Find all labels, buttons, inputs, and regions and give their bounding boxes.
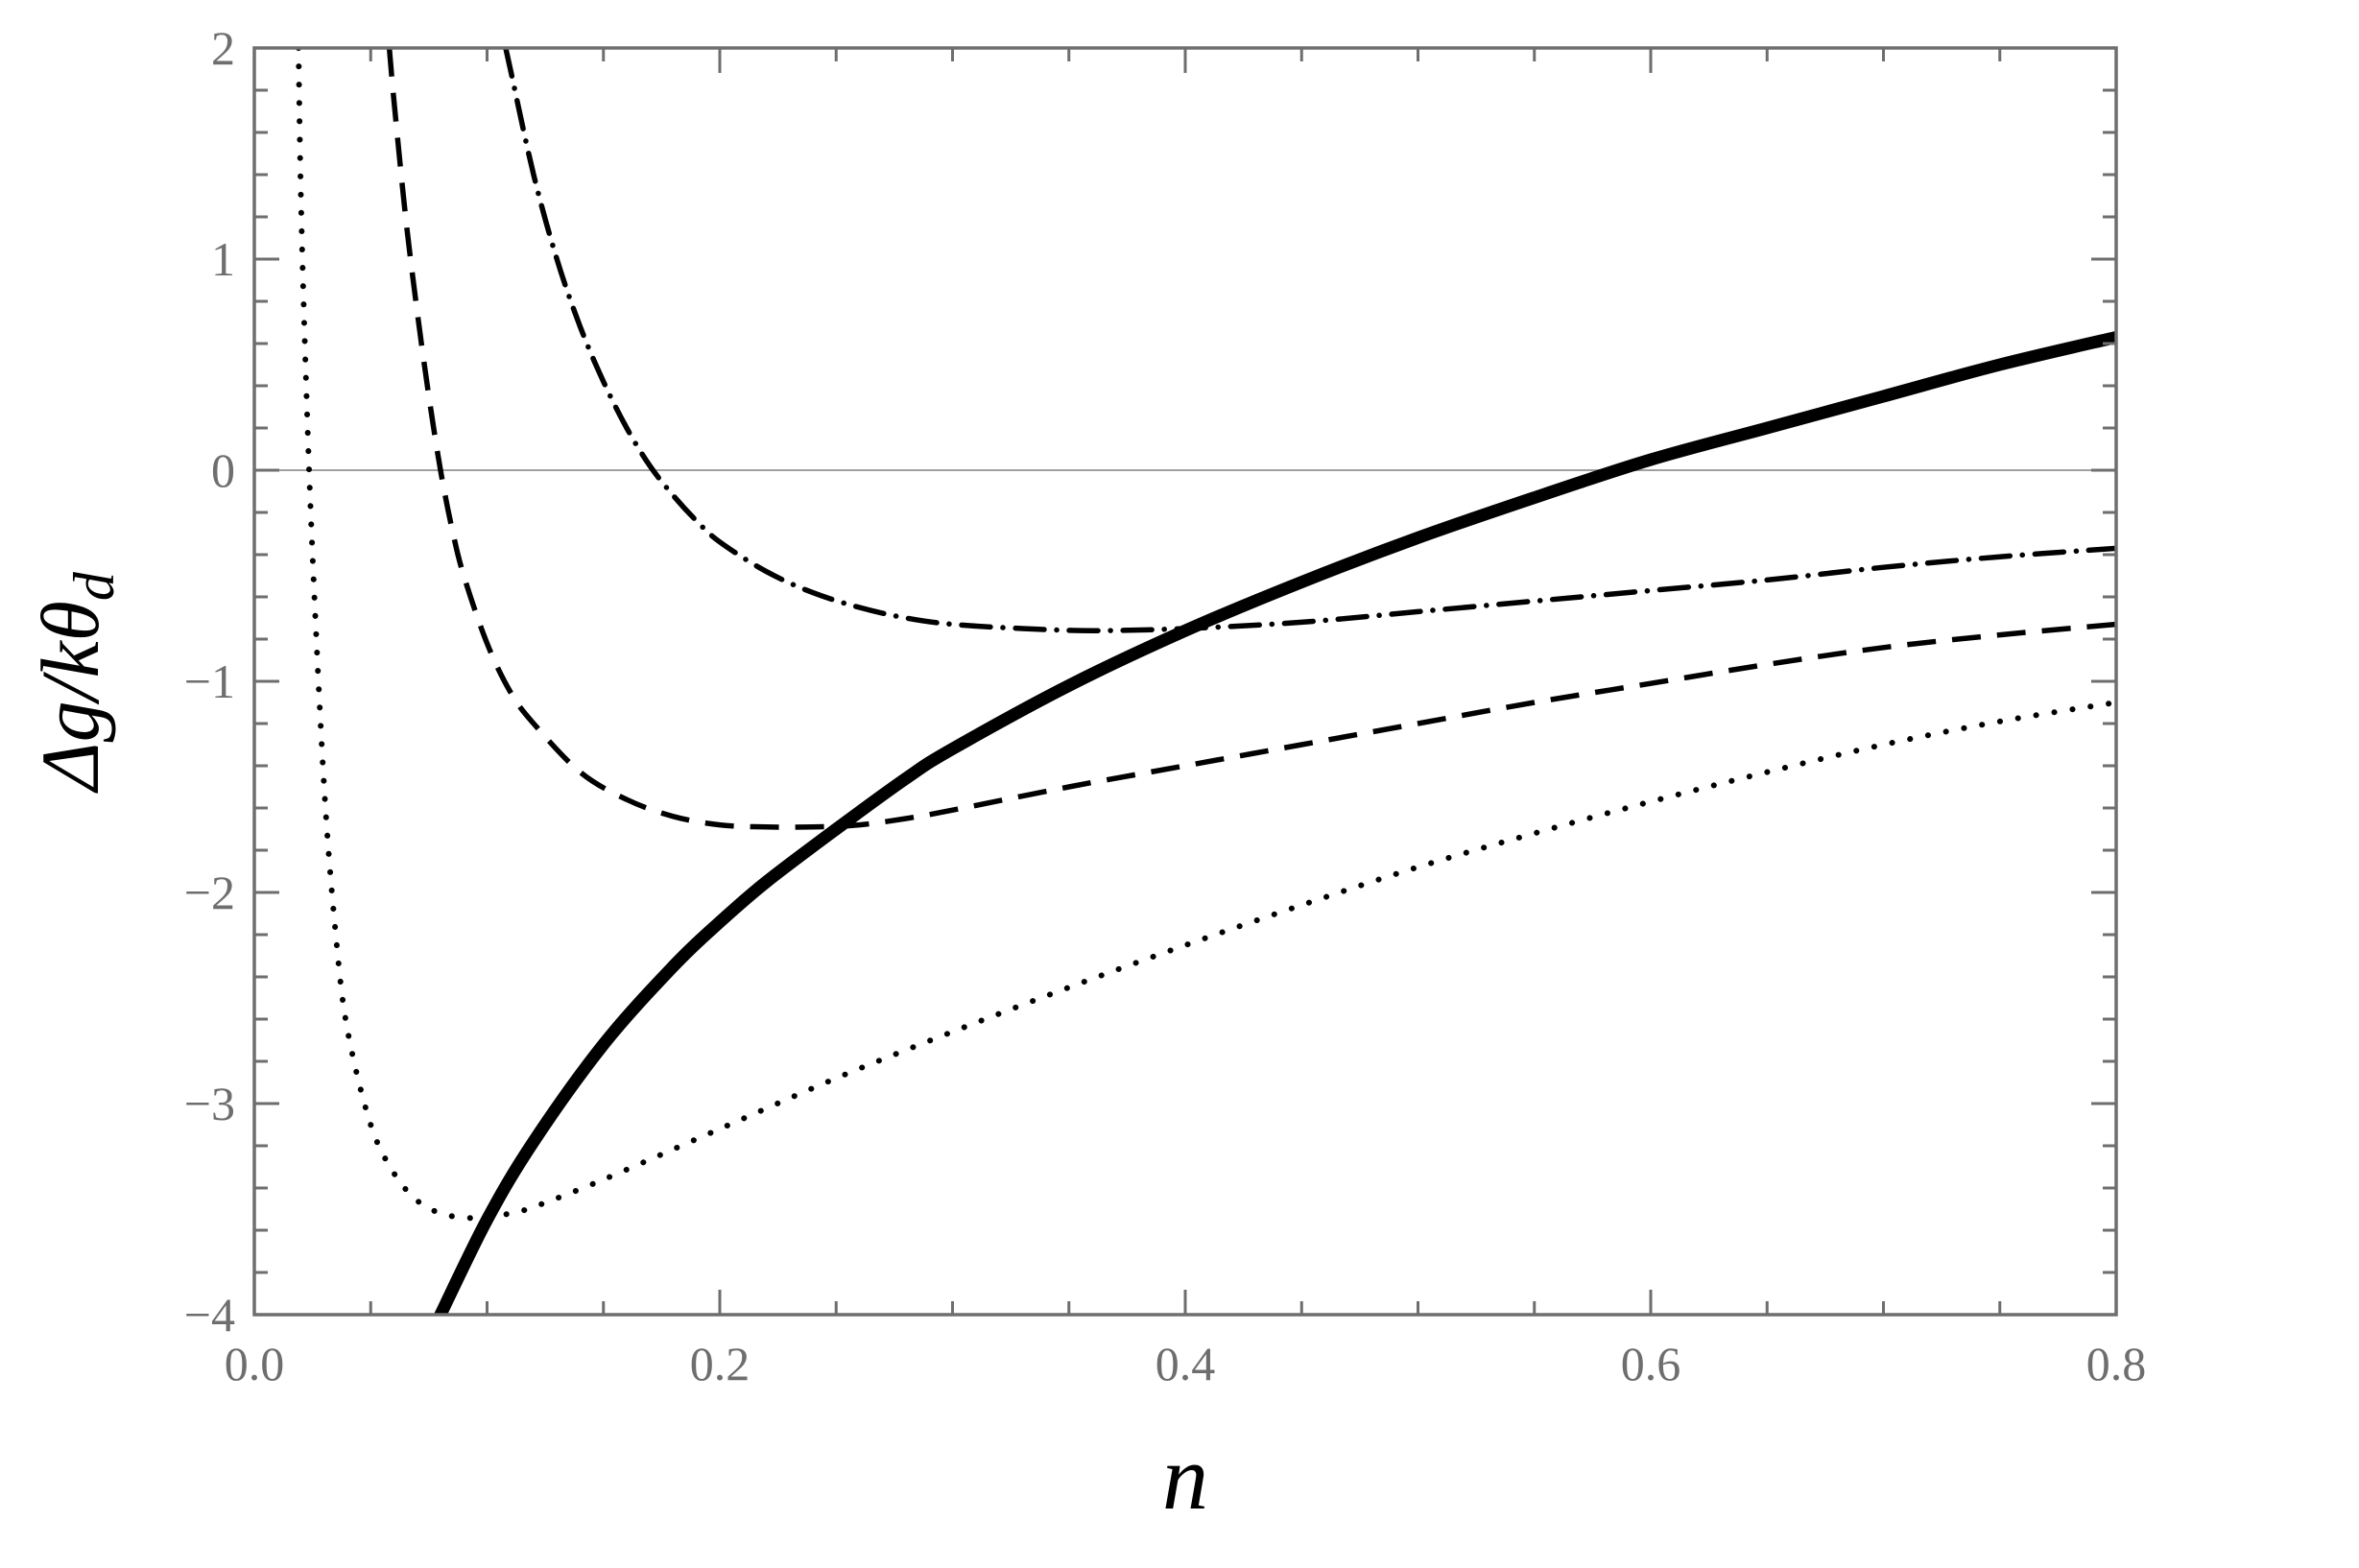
y-tick-label: −1 [184, 654, 235, 708]
x-axis-label: n [1162, 1426, 1208, 1529]
x-tick-label: 0.0 [225, 1337, 285, 1390]
x-tick-label: 0.2 [690, 1337, 751, 1390]
y-axis-label-main: Δg/kθ [24, 601, 116, 794]
plot-background [254, 48, 2116, 1315]
y-axis-label: Δg/kθd [24, 571, 126, 794]
plot-frame [252, 46, 2118, 1317]
x-tick-label: 0.8 [2086, 1337, 2147, 1390]
y-tick-label: 0 [211, 443, 235, 497]
series-line-solid [434, 330, 2116, 1315]
series-line-dotted [296, 48, 2116, 1222]
x-tick-label: 0.6 [1621, 1337, 1681, 1390]
tick-labels-layer: 0.0 0.2 0.4 0.6 0.8 −4 −3 −2 −1 0 1 2 [184, 21, 2146, 1390]
series-layer [296, 48, 2116, 1315]
y-tick-label: 2 [211, 21, 235, 75]
y-axis-label-subscript: d [62, 571, 126, 601]
x-tick-label: 0.4 [1156, 1337, 1216, 1390]
y-tick-label: −4 [184, 1288, 235, 1342]
y-tick-label: 1 [211, 232, 235, 286]
y-tick-label: −2 [184, 866, 235, 919]
series-line-dashed [386, 48, 2116, 830]
series-line-dashdot [503, 48, 2116, 633]
y-tick-label: −3 [184, 1077, 235, 1130]
